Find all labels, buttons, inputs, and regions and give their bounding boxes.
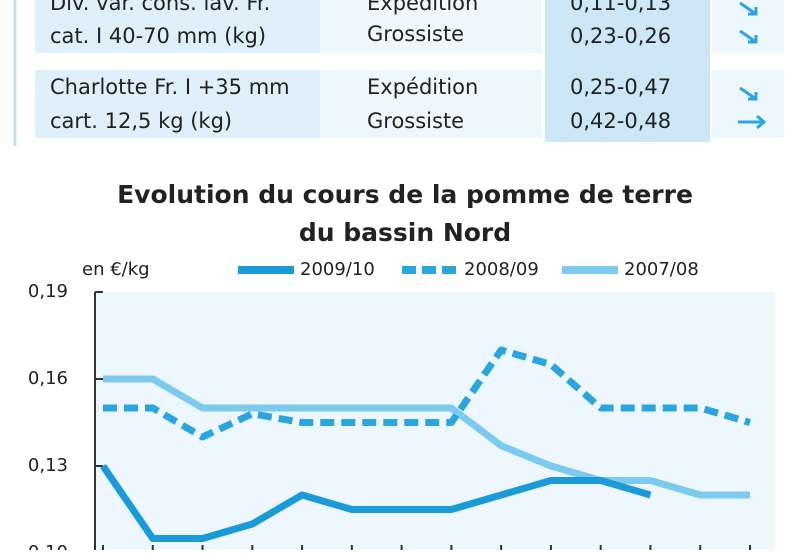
cell-bg [712,70,784,138]
cell: Expédition [367,0,478,15]
cell: Expédition [367,75,478,99]
chart-title: du bassin Nord [299,218,511,247]
cell: 0,23-0,26 [570,24,671,48]
cell: Div. var. cons. lav. Fr. [50,0,270,15]
chart-title: Evolution du cours de la pomme de terre [117,180,693,209]
cell-bg [320,0,542,53]
cell: Grossiste [367,22,464,46]
series-line [103,375,750,499]
table-row [35,70,784,138]
arrow-right [738,114,767,130]
cell: 0,25-0,47 [570,75,671,99]
arrow-down [739,86,758,101]
cell: Charlotte Fr. I +35 mm [50,75,290,99]
price-column [545,0,710,142]
cell: cart. 12,5 kg (kg) [50,109,232,133]
cell: cat. I 40-70 mm (kg) [50,24,266,48]
y-tick-label: 0,13 [28,455,68,476]
cell-bg [35,0,320,53]
legend-label: 2007/08 [624,259,699,280]
legend-label: 2008/09 [464,259,539,280]
series-line [103,346,751,441]
y-tick-label: 0,10 [28,542,68,550]
legend-label: 2009/10 [300,259,375,280]
series-line [100,464,652,542]
y-tick-label: 0,19 [28,281,68,302]
trend-arrows [738,1,767,130]
arrow-down [739,1,758,16]
y-axis-label: en €/kg [82,259,150,280]
arrow-down [739,29,758,44]
cell-bg [35,70,320,138]
y-tick-label: 0,16 [28,368,68,389]
cell-bg [320,70,542,138]
cell: Grossiste [367,109,464,133]
cell: 0,42-0,48 [570,109,671,133]
cell: 0,11-0,13 [570,0,671,15]
